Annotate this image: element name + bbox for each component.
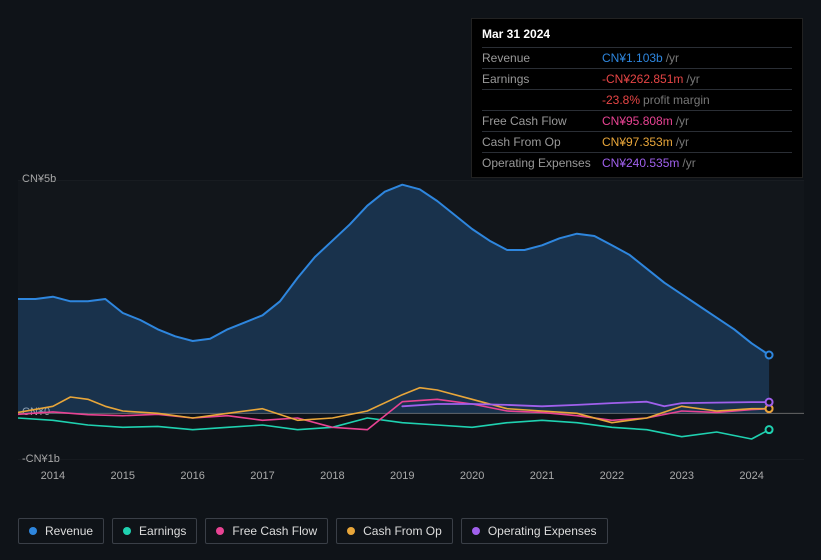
series-endpoint-opex <box>766 399 773 406</box>
tooltip-row-unit: /yr <box>666 51 679 65</box>
chart-tooltip: Mar 31 2024 RevenueCN¥1.103b/yrEarnings-… <box>471 18 803 178</box>
tooltip-row: Earnings-CN¥262.851m/yr <box>482 68 792 89</box>
legend-item-fcf[interactable]: Free Cash Flow <box>205 518 328 544</box>
legend-dot-icon <box>347 527 355 535</box>
tooltip-row-label: Free Cash Flow <box>482 114 602 128</box>
legend-item-label: Cash From Op <box>363 524 442 538</box>
tooltip-row-value: CN¥240.535m <box>602 156 679 170</box>
financials-chart: CN¥5bCN¥0-CN¥1b 201420152016201720182019… <box>0 160 821 475</box>
x-axis-label: 2015 <box>111 470 135 482</box>
x-axis-label: 2023 <box>669 470 693 482</box>
legend-dot-icon <box>216 527 224 535</box>
chart-legend: Revenue Earnings Free Cash Flow Cash From O… <box>18 518 608 544</box>
tooltip-row-label: Earnings <box>482 72 602 86</box>
legend-item-label: Earnings <box>139 524 186 538</box>
series-endpoint-revenue <box>766 352 773 359</box>
legend-item-label: Free Cash Flow <box>232 524 317 538</box>
x-axis-label: 2024 <box>739 470 763 482</box>
tooltip-row-unit: /yr <box>676 135 689 149</box>
legend-item-opex[interactable]: Operating Expenses <box>461 518 608 544</box>
tooltip-row: Operating ExpensesCN¥240.535m/yr <box>482 152 792 173</box>
tooltip-row-unit: /yr <box>682 156 695 170</box>
x-axis-label: 2020 <box>460 470 484 482</box>
series-endpoint-earnings <box>766 426 773 433</box>
tooltip-row-label: Operating Expenses <box>482 156 602 170</box>
chart-plot-area[interactable] <box>18 180 804 460</box>
x-axis-label: 2018 <box>320 470 344 482</box>
x-axis-label: 2021 <box>530 470 554 482</box>
x-axis-label: 2019 <box>390 470 414 482</box>
x-axis-label: 2017 <box>250 470 274 482</box>
x-axis-label: 2016 <box>180 470 204 482</box>
legend-item-earnings[interactable]: Earnings <box>112 518 197 544</box>
tooltip-row: Free Cash FlowCN¥95.808m/yr <box>482 110 792 131</box>
x-axis-label: 2022 <box>600 470 624 482</box>
tooltip-row-value: -23.8% <box>602 93 640 107</box>
legend-dot-icon <box>472 527 480 535</box>
legend-item-revenue[interactable]: Revenue <box>18 518 104 544</box>
tooltip-row-margin-label: profit margin <box>643 93 710 107</box>
tooltip-row-value: CN¥97.353m <box>602 135 673 149</box>
legend-item-label: Revenue <box>45 524 93 538</box>
tooltip-row-label: Cash From Op <box>482 135 602 149</box>
legend-item-cfo[interactable]: Cash From Op <box>336 518 453 544</box>
tooltip-row: -23.8%profit margin <box>482 89 792 110</box>
tooltip-row: RevenueCN¥1.103b/yr <box>482 47 792 68</box>
legend-dot-icon <box>123 527 131 535</box>
series-line-earnings[interactable] <box>18 418 769 439</box>
tooltip-row-value: CN¥95.808m <box>602 114 673 128</box>
tooltip-date: Mar 31 2024 <box>482 25 792 47</box>
legend-item-label: Operating Expenses <box>488 524 597 538</box>
tooltip-row-value: -CN¥262.851m <box>602 72 683 86</box>
tooltip-row: Cash From OpCN¥97.353m/yr <box>482 131 792 152</box>
tooltip-row-unit: /yr <box>676 114 689 128</box>
legend-dot-icon <box>29 527 37 535</box>
tooltip-row-value: CN¥1.103b <box>602 51 663 65</box>
x-axis: 2014 2015 2016 2017 2018 2019 2020 2021 2022 2023… <box>18 470 804 490</box>
x-axis-label: 2014 <box>41 470 65 482</box>
tooltip-row-unit: /yr <box>686 72 699 86</box>
tooltip-row-label: Revenue <box>482 51 602 65</box>
